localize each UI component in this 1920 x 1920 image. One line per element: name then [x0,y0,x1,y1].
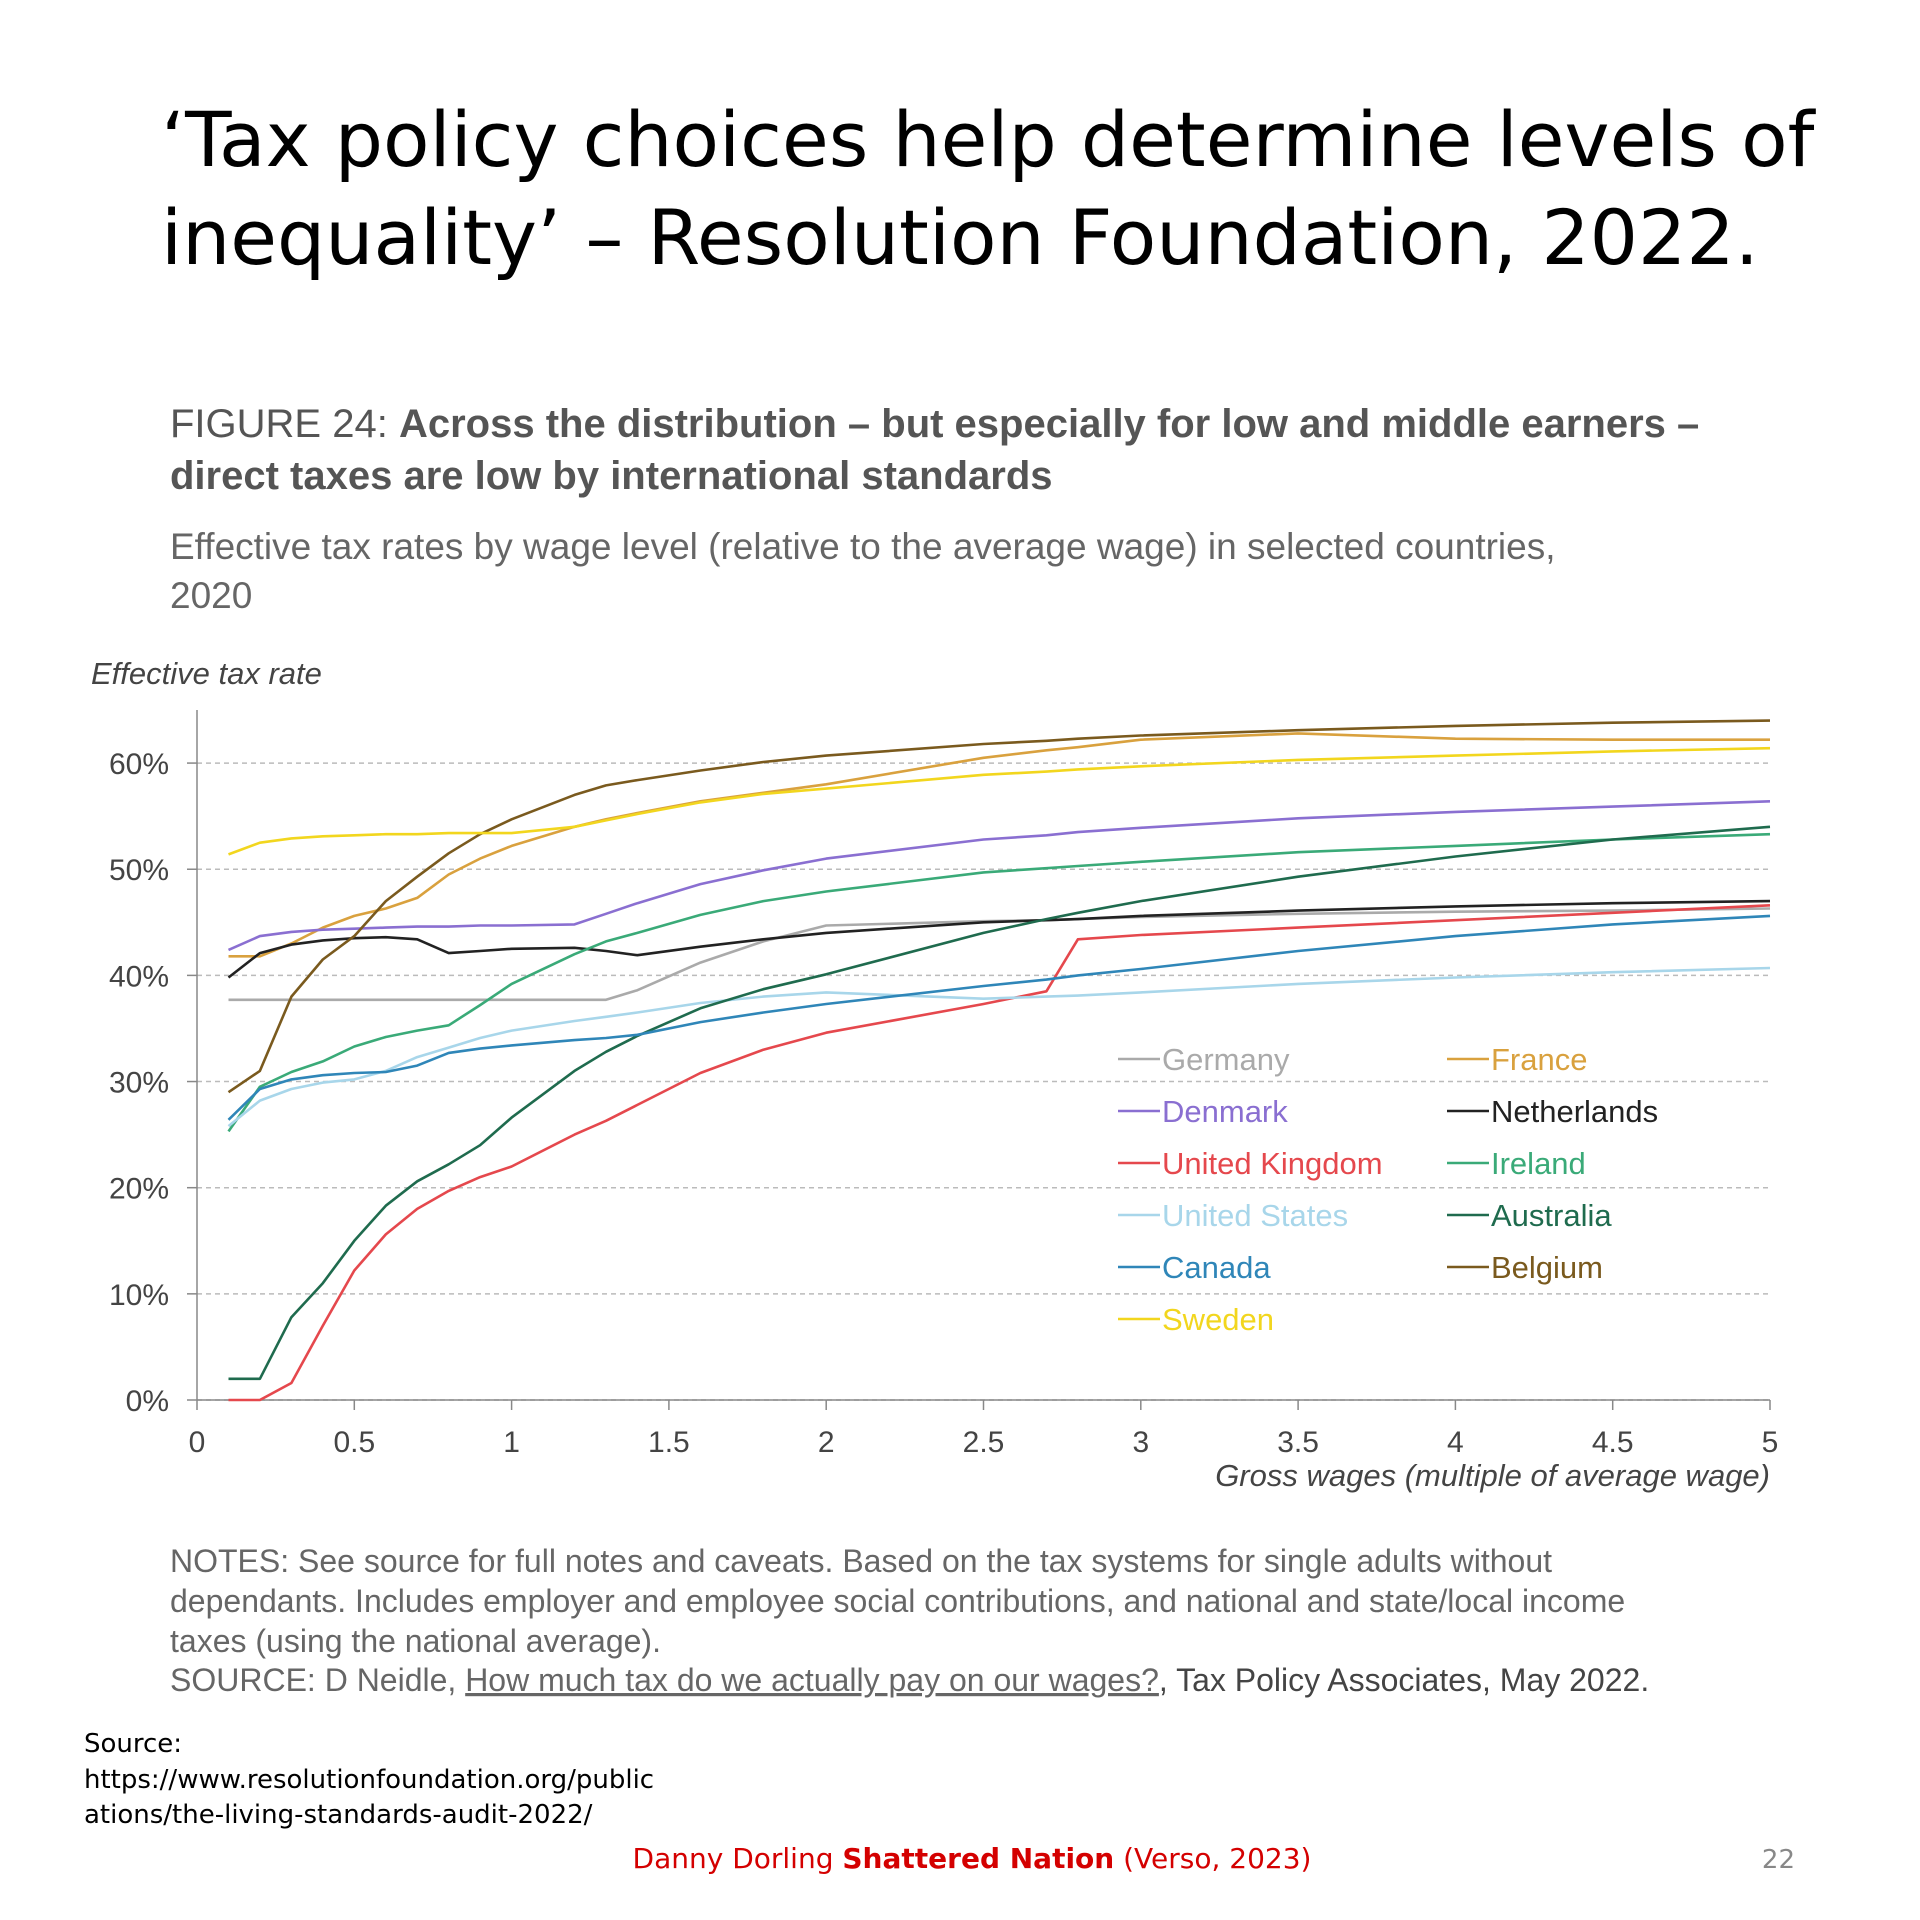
x-tick-label: 1 [503,1426,520,1459]
slide-title: ‘Tax policy choices help determine level… [161,95,1817,184]
series-line [227,719,1771,1094]
source-suffix: , Tax Policy Associates, May 2022. [1159,1662,1649,1698]
figure-title: direct taxes are low by international st… [170,454,1053,498]
figure-label: FIGURE 24: [170,402,388,446]
slide-source-url: https://www.resolutionfoundation.org/pub… [84,1765,654,1795]
y-tick-label: 30% [109,1067,169,1100]
footer-book: Shattered Nation [842,1842,1114,1875]
page-number: 22 [1762,1845,1795,1875]
source: SOURCE: D Neidle, How much tax do we act… [170,1662,1649,1698]
figure-title-text: Across the distribution – but especially… [399,402,1699,446]
series-line [228,904,1771,1402]
slide-source-label: Source: [84,1729,182,1759]
plot: 0% 10% 20% 30% 40% 50% 60% 0 0.5 1 1.5 2 2.5 3 3.5 4 4.5… [109,710,1778,1459]
notes: NOTES: See source for full notes and cav… [170,1543,1552,1579]
y-tick-label: 10% [109,1279,169,1312]
series-line [227,914,1771,1121]
legend-label: Canada [1162,1250,1271,1285]
notes: taxes (using the national average). [170,1623,661,1659]
x-tick-label: 5 [1762,1426,1779,1459]
slide-source-url: ations/the-living-standards-audit-2022/ [84,1800,593,1830]
source-prefix: SOURCE: D Neidle, [170,1662,465,1698]
series-line [228,825,1771,1381]
legend-label: Netherlands [1491,1094,1658,1129]
footer: Danny Dorling Shattered Nation (Verso, 2… [633,1842,1312,1875]
legend-label: Belgium [1491,1250,1603,1285]
legend-label: Ireland [1491,1146,1586,1181]
y-tick-label: 20% [109,1173,169,1206]
figure-subtitle: 2020 [170,575,252,616]
series-line [227,800,1771,952]
x-tick-label: 3 [1132,1426,1149,1459]
x-tick-label: 2 [818,1426,835,1459]
footer-author: Danny Dorling [633,1842,843,1875]
x-tick-label: 0.5 [333,1426,375,1459]
x-tick-label: 0 [189,1426,206,1459]
y-tick-label: 50% [109,854,169,887]
series-line [228,907,1771,1002]
figure-title: FIGURE 24: Across the distribution – but… [170,402,1699,446]
x-tick-label: 4.5 [1592,1426,1634,1459]
x-axis-label: Gross wages (multiple of average wage) [1215,1458,1770,1493]
footer-publisher: (Verso, 2023) [1114,1842,1311,1875]
series-line [228,746,1771,856]
series-line [227,899,1771,979]
legend-label: United Kingdom [1162,1146,1383,1181]
y-tick-label: 60% [109,748,169,781]
x-tick-label: 1.5 [648,1426,690,1459]
x-tick-label: 3.5 [1277,1426,1319,1459]
slide-title: inequality’ – Resolution Foundation, 202… [161,193,1759,282]
x-tick-label: 4 [1447,1426,1464,1459]
notes: dependants. Includes employer and employ… [170,1583,1625,1619]
y-tick-label: 40% [109,960,169,993]
source-link[interactable]: How much tax do we actually pay on our w… [465,1662,1159,1698]
y-tick-label: 0% [126,1385,169,1418]
legend-label: Australia [1491,1198,1612,1233]
figure-subtitle: Effective tax rates by wage level (relat… [170,526,1556,567]
y-axis-label: Effective tax rate [91,656,322,691]
legend-label: Germany [1162,1042,1290,1077]
legend-label: Denmark [1162,1094,1288,1129]
series-line [227,966,1771,1128]
x-tick-label: 2.5 [963,1426,1005,1459]
legend-label: France [1491,1042,1587,1077]
legend-label: United States [1162,1198,1348,1233]
series-line [227,832,1771,1133]
legend-label: Sweden [1162,1302,1274,1337]
